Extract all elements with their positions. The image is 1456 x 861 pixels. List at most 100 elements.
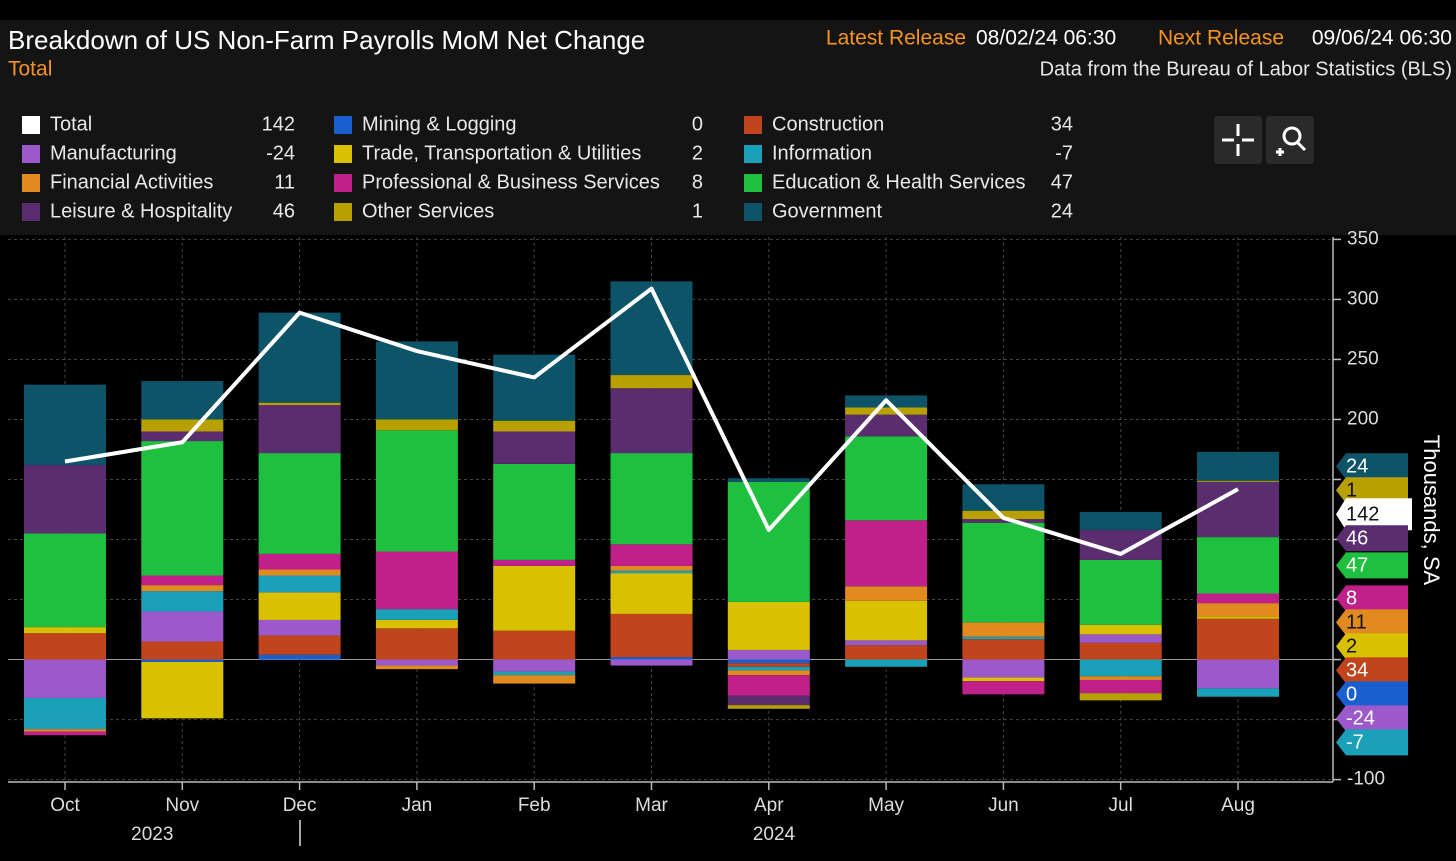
bar-segment — [1079, 659, 1162, 677]
bar-segment — [727, 670, 810, 676]
bar-segment — [962, 659, 1045, 678]
legend-label: Trade, Transportation & Utilities — [362, 142, 641, 164]
bar-segment — [24, 729, 106, 732]
x-tick-label: Nov — [165, 795, 199, 816]
bar-segment — [141, 661, 224, 719]
bar-segment — [258, 405, 341, 454]
bar-segment — [727, 675, 810, 696]
zoom-button[interactable] — [1266, 116, 1314, 164]
bar-segment — [1197, 616, 1279, 619]
bar-segment — [258, 453, 341, 554]
legend-value: 34 — [1051, 113, 1073, 135]
legend-label: Manufacturing — [50, 142, 177, 164]
legend-label: Other Services — [362, 200, 494, 222]
bar-segment — [610, 375, 693, 389]
bar-segment — [610, 453, 693, 545]
bar-segment — [845, 586, 928, 601]
bar-segment — [845, 659, 928, 667]
value-tag-label: 1 — [1346, 480, 1357, 502]
x-tick-label: Aug — [1221, 795, 1255, 816]
bar-segment — [141, 441, 224, 576]
total-line — [64, 286, 1239, 556]
bar-segment — [1197, 480, 1279, 482]
bar-segment — [610, 570, 693, 574]
bar-segment — [493, 565, 576, 631]
legend-label: Professional & Business Services — [362, 171, 660, 193]
bar-segment — [258, 635, 341, 655]
bar-segment — [375, 619, 458, 629]
bar-segment — [375, 659, 458, 666]
value-tag — [1336, 681, 1408, 708]
bar-segment — [727, 695, 810, 706]
bar-segment — [258, 402, 341, 406]
bar-segment — [727, 666, 810, 671]
legend-value: 11 — [274, 171, 295, 193]
value-tag — [1336, 705, 1408, 732]
legend-value: 142 — [262, 113, 295, 135]
bar-segment — [24, 731, 106, 736]
y-axis-label: Thousands, SA — [1419, 435, 1444, 586]
bar-segment — [1197, 593, 1279, 604]
bar-segment — [962, 636, 1045, 640]
year-label: 2024 — [753, 824, 796, 845]
bar-segment — [1197, 618, 1279, 660]
chart-subtitle: Total — [8, 58, 52, 81]
bar-segment — [962, 510, 1045, 520]
x-tick-label: Feb — [518, 795, 551, 816]
legend-value: 24 — [1051, 200, 1073, 222]
value-tag-label: 34 — [1346, 660, 1368, 682]
toolbar — [1214, 116, 1314, 164]
bar-segment — [610, 544, 693, 566]
value-tag-label: 47 — [1346, 555, 1368, 577]
y-tick-label: 250 — [1347, 348, 1379, 369]
bar-segment — [493, 354, 576, 421]
bar-segment — [727, 705, 810, 709]
x-tick-label: Jun — [988, 795, 1019, 816]
bar-segment — [845, 520, 928, 587]
legend-label: Financial Activities — [50, 171, 213, 193]
bar-segment — [610, 388, 693, 454]
legend-swatch — [22, 174, 40, 192]
x-tick-label: Oct — [50, 795, 80, 816]
legend-value: 47 — [1051, 171, 1073, 193]
bar-segment — [1197, 688, 1279, 697]
legend-label: Total — [50, 113, 92, 135]
value-tag-label: -7 — [1346, 732, 1364, 754]
x-tick-label: Jul — [1109, 795, 1133, 816]
bar-segment — [375, 609, 458, 620]
bar-segment — [727, 601, 810, 650]
bar-segment — [141, 575, 224, 586]
bar-segment — [493, 630, 576, 660]
bar-segment — [375, 628, 458, 660]
crosshair-icon — [1222, 124, 1254, 156]
y-tick-label: 300 — [1347, 288, 1379, 309]
chart-title: Breakdown of US Non-Farm Payrolls MoM Ne… — [8, 25, 645, 55]
value-tag-label: 11 — [1346, 612, 1367, 634]
legend-swatch — [744, 145, 762, 163]
bar-segment — [375, 665, 458, 670]
value-tag-label: 2 — [1346, 636, 1357, 658]
bar-segment — [727, 659, 810, 664]
value-tag — [1336, 729, 1408, 756]
value-tag — [1336, 552, 1408, 579]
latest-release: 08/02/24 06:30 — [976, 27, 1116, 50]
legend-value: 2 — [692, 142, 703, 164]
y-tick-label: 350 — [1347, 228, 1379, 249]
bar-segment — [727, 478, 810, 482]
bar-segment — [845, 436, 928, 521]
zoom-icon — [1282, 126, 1302, 146]
year-label: 2023 — [131, 824, 173, 845]
legend-swatch — [334, 145, 352, 163]
legend-value: -7 — [1055, 142, 1073, 164]
bar-segment — [727, 649, 810, 660]
bar-segment — [141, 659, 224, 662]
x-tick-label: Dec — [283, 795, 317, 816]
crosshair-button[interactable] — [1214, 116, 1262, 164]
bar-segment — [1197, 537, 1279, 594]
value-tag — [1336, 453, 1408, 480]
value-tag — [1336, 657, 1408, 684]
bar-segment — [962, 677, 1045, 682]
bar-segment — [24, 627, 106, 634]
bar-segment — [493, 431, 576, 464]
